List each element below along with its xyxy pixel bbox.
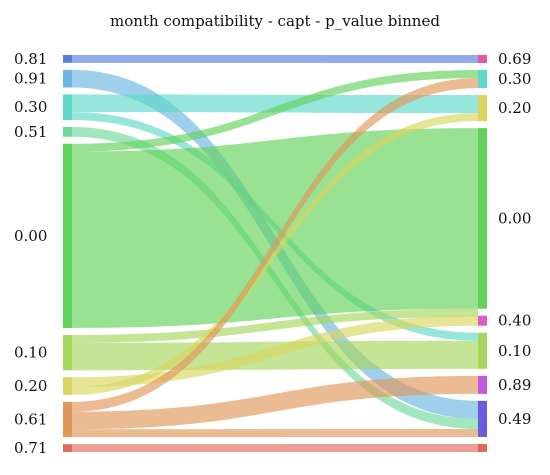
right-node-0_20 bbox=[478, 95, 487, 122]
left-node-0_20 bbox=[63, 377, 72, 395]
right-node-0_69 bbox=[478, 55, 487, 64]
left-node-label: 0.71 bbox=[14, 439, 47, 457]
flow-L_0.00-to-R_0.30 bbox=[72, 70, 478, 152]
right-node-label: 0.40 bbox=[498, 312, 531, 330]
flow-L_0.10-to-R_0.00 bbox=[72, 308, 478, 343]
flow-L_0.61-to-R_0.49 bbox=[72, 428, 478, 438]
right-node-0_40 bbox=[478, 315, 487, 326]
flow-L_0.81-to-R_0.69 bbox=[72, 55, 478, 64]
left-node-label: 0.10 bbox=[14, 344, 47, 362]
right-node-0_49 bbox=[478, 400, 487, 437]
left-node-0_00 bbox=[63, 143, 72, 328]
flow-L_0.71-to-R_0.71 bbox=[72, 443, 478, 452]
left-node-label: 0.81 bbox=[14, 50, 47, 68]
right-node-label: 0.00 bbox=[498, 209, 531, 227]
right-node-0_10 bbox=[478, 332, 487, 369]
right-node-label: 0.69 bbox=[498, 50, 531, 68]
right-node-label: 0.10 bbox=[498, 342, 531, 360]
left-node-0_30 bbox=[63, 94, 72, 120]
right-node-label: 0.89 bbox=[498, 376, 531, 394]
left-node-0_51 bbox=[63, 126, 72, 137]
right-node-label: 0.20 bbox=[498, 99, 531, 117]
right-node-label: 0.49 bbox=[498, 410, 531, 428]
flow-L_0.30-to-R_0.20 bbox=[72, 94, 478, 114]
left-node-label: 0.30 bbox=[14, 98, 47, 116]
flow-L_0.00-to-R_0.00 bbox=[72, 128, 478, 328]
left-node-label: 0.61 bbox=[14, 411, 47, 429]
flow-L_0.61-to-R_0.89 bbox=[72, 375, 478, 430]
left-node-0_10 bbox=[63, 334, 72, 371]
right-node-0_30 bbox=[478, 70, 487, 89]
flow-L_0.20-to-R_0.40 bbox=[72, 315, 478, 388]
left-node-label: 0.91 bbox=[14, 70, 47, 88]
right-node- bbox=[478, 443, 487, 452]
left-node-0_81 bbox=[63, 55, 72, 63]
right-node-0_89 bbox=[478, 375, 487, 394]
left-node-label: 0.20 bbox=[14, 377, 47, 395]
flows-group bbox=[72, 55, 478, 452]
left-node-0_61 bbox=[63, 401, 72, 438]
left-node-0_91 bbox=[63, 69, 72, 88]
left-node-0_71 bbox=[63, 444, 72, 452]
flow-L_0.20-to-R_0.20 bbox=[72, 113, 478, 395]
chart-title: month compatibility - capt - p_value bin… bbox=[110, 12, 440, 30]
right-node-label: 0.30 bbox=[498, 70, 531, 88]
left-node-label: 0.51 bbox=[14, 123, 47, 141]
flow-L_0.61-to-R_0.30 bbox=[72, 78, 478, 412]
left-node-label: 0.00 bbox=[14, 227, 47, 245]
nodes-group bbox=[63, 55, 487, 452]
labels-group: 0.81 0.91 0.30 0.51 0.00 0.10 0.20 0.61 0.71 0.69… bbox=[14, 50, 531, 457]
right-node-0_00 bbox=[478, 128, 487, 309]
